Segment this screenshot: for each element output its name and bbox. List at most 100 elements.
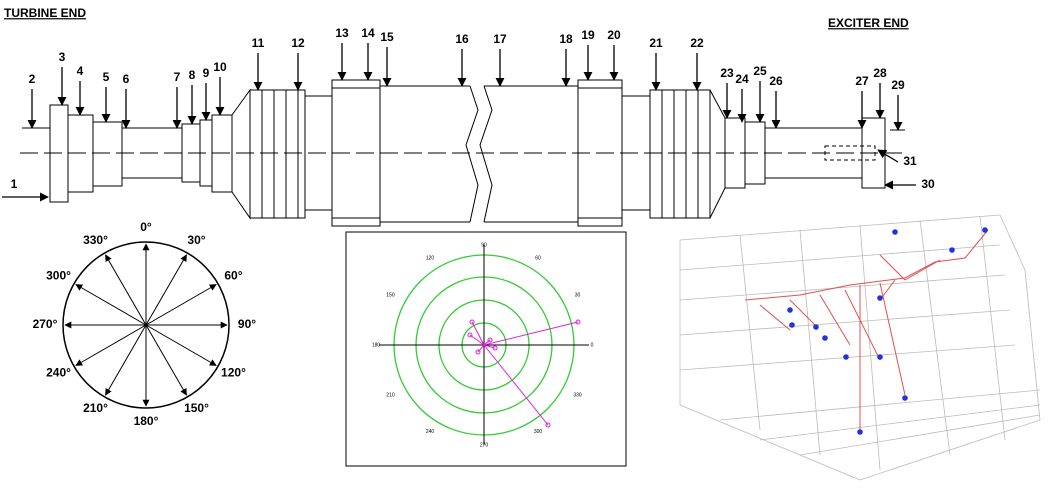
orbit-point — [822, 335, 828, 341]
station-label: 3 — [59, 50, 66, 64]
station-label: 7 — [174, 70, 181, 84]
station-label: 28 — [873, 66, 887, 80]
compass-angle: 330° — [83, 233, 108, 247]
grid-3d — [860, 225, 880, 470]
grid-3d — [1025, 270, 1040, 420]
orbit-point — [982, 227, 988, 233]
polar-angle: 240 — [426, 429, 435, 435]
grid-3d — [680, 310, 1010, 335]
compass-arrow — [146, 285, 216, 326]
polar-angle: 300 — [534, 429, 543, 435]
break-gap — [470, 84, 484, 224]
polar-angle: 60 — [535, 256, 541, 262]
station-label: 2 — [29, 72, 36, 86]
station-label: 10 — [213, 60, 227, 74]
station-label: 22 — [690, 36, 704, 50]
grid-3d — [680, 275, 1005, 300]
exciter-end-label: EXCITER END — [828, 16, 909, 30]
grid-3d — [860, 420, 1040, 480]
station-label: 16 — [455, 32, 469, 46]
orbit-point — [892, 229, 898, 235]
station-label: 5 — [103, 70, 110, 84]
compass-arrow — [76, 285, 146, 326]
polar-angle: 150 — [386, 292, 395, 298]
shaft-section — [650, 90, 710, 218]
orbit-point — [813, 324, 819, 330]
polar-angle: 270 — [480, 442, 489, 448]
orbit-point — [949, 247, 955, 253]
station-label: 13 — [335, 26, 349, 40]
orbit-point — [789, 322, 795, 328]
compass-arrow — [146, 255, 187, 325]
grid-3d — [1000, 215, 1025, 270]
shaft-section — [93, 122, 122, 186]
orbit-3d-plot — [680, 215, 1040, 480]
orbit-trace — [845, 290, 880, 360]
polar-angle: 180 — [372, 342, 381, 348]
orbit-trace — [880, 255, 905, 280]
compass-angle: 60° — [224, 269, 242, 283]
polar-angle: 210 — [386, 392, 395, 398]
compass-angle: 90° — [238, 317, 256, 331]
orbit-point — [787, 307, 793, 313]
compass-angle: 210° — [83, 401, 108, 415]
station-label: 27 — [855, 74, 869, 88]
compass-angle: 30° — [187, 233, 205, 247]
grid-3d — [680, 405, 860, 480]
grid-3d — [720, 390, 1040, 420]
polar-angle: 120 — [426, 256, 435, 262]
orbit-point — [902, 395, 908, 401]
station-label: 14 — [361, 26, 375, 40]
grid-3d — [680, 215, 1000, 240]
grid-3d — [760, 405, 1040, 440]
orbit-trace — [880, 283, 905, 395]
taper — [232, 90, 250, 218]
compass: 0°30°60°90°120°150°180°210°240°270°300°3… — [33, 220, 257, 428]
orbit-point — [877, 295, 883, 301]
polar-angle: 330 — [573, 392, 582, 398]
station-label: 6 — [123, 72, 130, 86]
compass-arrow — [106, 255, 147, 325]
polar-angle: 0 — [591, 342, 594, 348]
orbit-point — [877, 354, 883, 360]
polar-plot: 0306090120150180210240270300330 — [346, 232, 626, 466]
compass-angle: 270° — [33, 317, 58, 331]
station-label: 1 — [11, 177, 18, 191]
compass-angle: 120° — [221, 366, 246, 380]
compass-arrow — [146, 325, 216, 366]
compass-angle: 180° — [134, 414, 159, 428]
turbine-end-label: TURBINE END — [4, 6, 86, 20]
orbit-point — [857, 429, 863, 435]
station-label: 12 — [291, 36, 305, 50]
station-label: 30 — [921, 177, 935, 191]
station-label: 17 — [493, 32, 507, 46]
station-label: 8 — [189, 68, 196, 82]
station-label: 9 — [203, 66, 210, 80]
orbit-trace — [745, 230, 988, 300]
grid-3d — [980, 216, 1005, 440]
station-label: 25 — [753, 64, 767, 78]
station-label: 23 — [720, 66, 734, 80]
taper — [710, 90, 725, 218]
shaft-section — [250, 90, 305, 218]
page: TURBINE END EXCITER END 1234567891011121… — [0, 0, 1052, 491]
station-label: 18 — [559, 32, 573, 46]
station-label: 4 — [77, 64, 84, 78]
station-label: 31 — [903, 154, 917, 168]
compass-angle: 150° — [184, 401, 209, 415]
compass-arrow — [106, 325, 147, 395]
polar-frame — [346, 232, 626, 466]
compass-arrow — [76, 325, 146, 366]
station-label: 26 — [769, 74, 783, 88]
polar-angle: 90 — [481, 242, 487, 248]
compass-angle: 0° — [140, 220, 152, 234]
compass-arrow — [146, 325, 187, 395]
orbit-point — [843, 354, 849, 360]
station-label: 29 — [891, 78, 905, 92]
orbit-trace — [905, 260, 940, 280]
station-label: 11 — [252, 36, 265, 50]
compass-angle: 240° — [46, 366, 71, 380]
orbit-trace — [760, 305, 790, 330]
station-label: 24 — [735, 72, 749, 86]
